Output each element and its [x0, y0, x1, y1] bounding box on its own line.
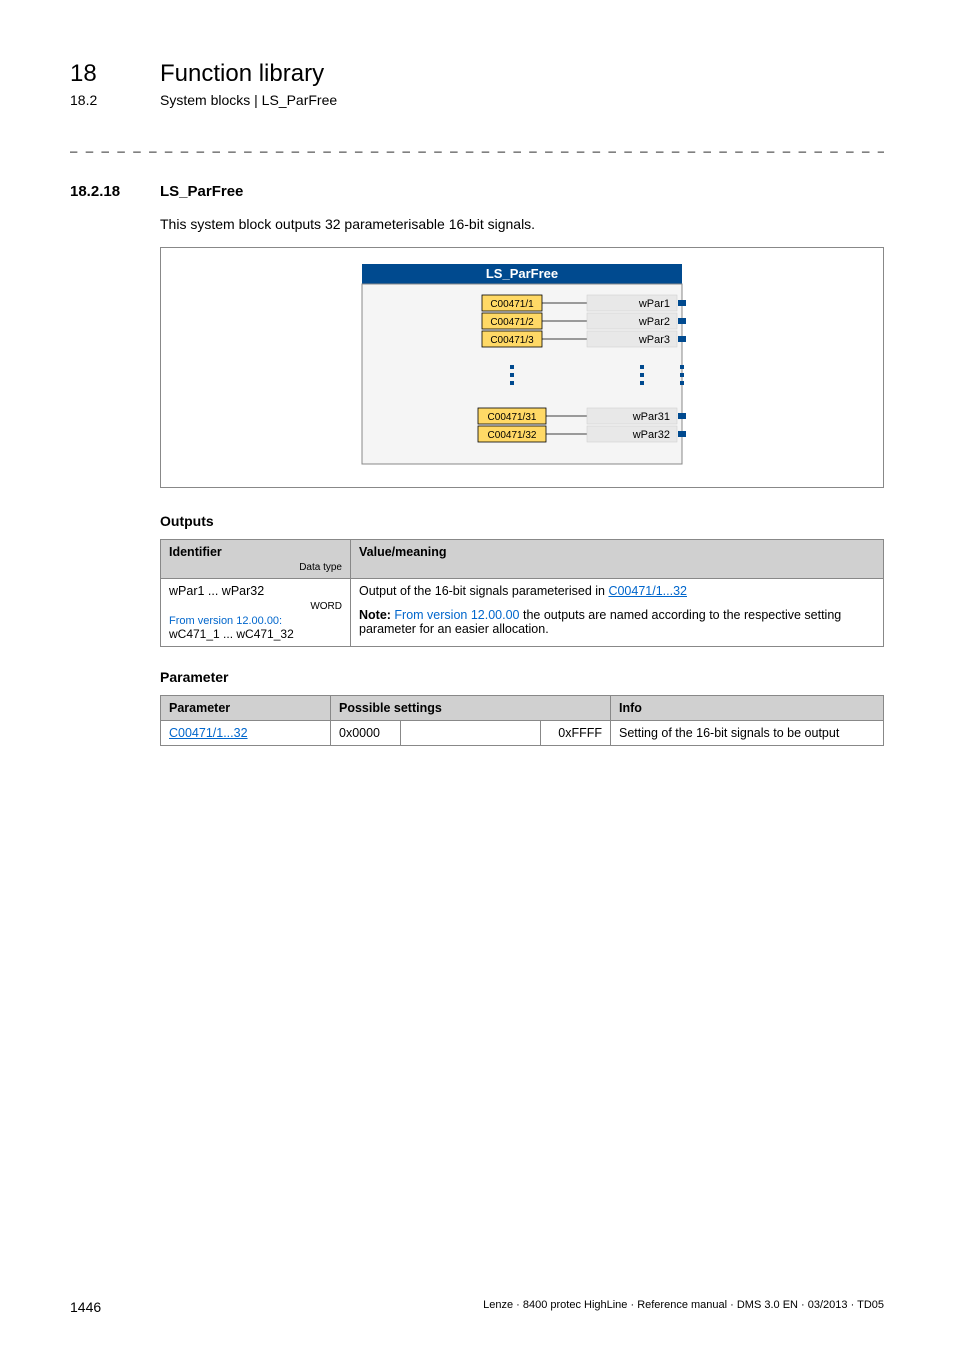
outputs-table: Identifier Data type Value/meaning wPar1…: [160, 539, 884, 647]
diagram-container: LS_ParFree C00471/1 C00471/2 C00471/3 wP…: [160, 247, 884, 488]
param-label-2: C00471/2: [490, 317, 534, 328]
outputs-row1-id-type: WORD: [169, 601, 342, 612]
outputs-row1-note-bold: Note:: [359, 608, 391, 622]
page-number: 1446: [70, 1299, 101, 1315]
outputs-col1-header-text: Identifier: [169, 545, 222, 559]
param-col3-header: Info: [611, 696, 884, 721]
outputs-row1-val-link[interactable]: C00471/1...32: [608, 584, 687, 598]
chapter-title: Function library: [160, 60, 324, 87]
outputs-heading: Outputs: [160, 513, 884, 529]
param-label-32: C00471/32: [488, 430, 537, 441]
output-32: wPar32: [587, 426, 686, 442]
outputs-row1-id-note1: From version 12.00.00:: [169, 615, 342, 627]
output-31: wPar31: [587, 408, 686, 424]
parameter-table: Parameter Possible settings Info C00471/…: [160, 695, 884, 746]
outputs-row1-id: wPar1 ... wPar32 WORD From version 12.00…: [161, 579, 351, 647]
sub-number: 18.2: [70, 92, 160, 108]
param-row1-name: C00471/1...32: [161, 721, 331, 746]
page-header: 18Function library 18.2System blocks | L…: [70, 60, 884, 108]
outputs-col1-subheader: Data type: [169, 562, 342, 573]
param-col2-header: Possible settings: [331, 696, 611, 721]
section-intro: This system block outputs 32 parameteris…: [160, 216, 884, 232]
param-row1-setting-mid: [401, 721, 541, 746]
outputs-col1-header: Identifier Data type: [161, 540, 351, 579]
outputs-row1-note-blue: From version 12.00.00: [391, 608, 520, 622]
ls-parfree-diagram: LS_ParFree C00471/1 C00471/2 C00471/3 wP…: [312, 260, 732, 475]
output-label-2: wPar2: [638, 316, 670, 328]
output-3: wPar3: [587, 331, 686, 347]
ellipsis-left: [510, 365, 514, 385]
param-row1-setting-high: 0xFFFF: [541, 721, 611, 746]
param-row1-setting-low: 0x0000: [331, 721, 401, 746]
parameter-heading: Parameter: [160, 669, 884, 685]
sub-title: System blocks | LS_ParFree: [160, 92, 337, 108]
output-label-32: wPar32: [632, 429, 670, 441]
param-label-3: C00471/3: [490, 335, 534, 346]
chapter-line: 18Function library: [70, 60, 884, 88]
param-col1-header: Parameter: [161, 696, 331, 721]
section-title: LS_ParFree: [160, 183, 243, 200]
footer-right-text: Lenze · 8400 protec HighLine · Reference…: [483, 1299, 884, 1311]
outputs-col2-header: Value/meaning: [351, 540, 884, 579]
outputs-row1-value: Output of the 16-bit signals parameteris…: [351, 579, 884, 647]
param-label-31: C00471/31: [488, 412, 537, 423]
param-row1-link[interactable]: C00471/1...32: [169, 726, 248, 740]
outputs-row1-id-main: wPar1 ... wPar32: [169, 584, 264, 598]
output-1: wPar1: [587, 295, 686, 311]
ellipsis-right: [640, 365, 644, 385]
ellipsis-terminal: [680, 365, 684, 385]
chapter-number: 18: [70, 60, 160, 88]
section-heading: 18.2.18LS_ParFree: [70, 183, 884, 201]
outputs-row1-val-text: Output of the 16-bit signals parameteris…: [359, 584, 608, 598]
outputs-row1-id-note2: wC471_1 ... wC471_32: [169, 627, 294, 641]
param-row1-info: Setting of the 16-bit signals to be outp…: [611, 721, 884, 746]
output-label-3: wPar3: [638, 334, 670, 346]
diagram-title-text: LS_ParFree: [486, 266, 558, 281]
output-label-1: wPar1: [638, 298, 670, 310]
page-footer: 1446 Lenze · 8400 protec HighLine · Refe…: [70, 1299, 884, 1315]
divider-dashes: _ _ _ _ _ _ _ _ _ _ _ _ _ _ _ _ _ _ _ _ …: [70, 138, 884, 153]
outputs-row1-note: Note: From version 12.00.00 the outputs …: [359, 608, 875, 636]
output-label-31: wPar31: [632, 411, 670, 423]
section-number: 18.2.18: [70, 183, 160, 200]
subtitle-line: 18.2System blocks | LS_ParFree: [70, 92, 884, 108]
param-label-1: C00471/1: [490, 299, 534, 310]
output-2: wPar2: [587, 313, 686, 329]
